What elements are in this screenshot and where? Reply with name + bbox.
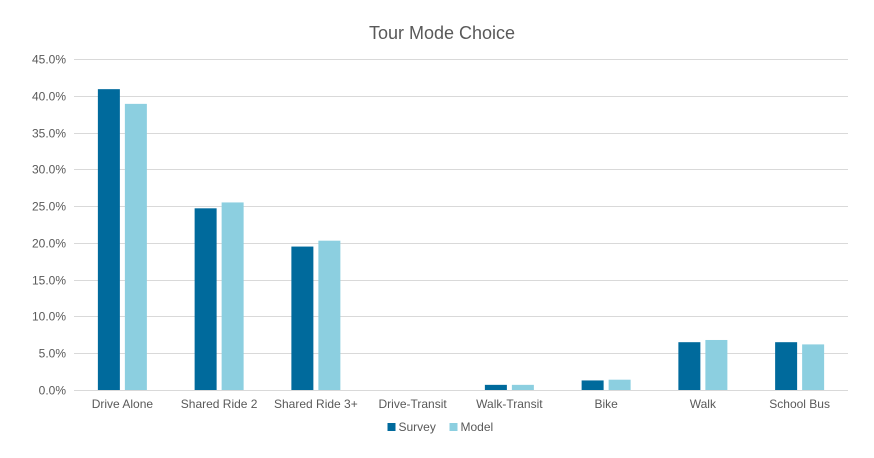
x-tick-label: School Bus [769, 397, 830, 411]
y-tick-label: 5.0% [39, 347, 67, 361]
legend-label: Survey [399, 420, 436, 434]
legend-item-model: Model [449, 420, 494, 434]
bar-survey-bike [581, 380, 604, 390]
y-tick-label: 15.0% [32, 274, 66, 288]
y-tick-label: 25.0% [32, 200, 66, 214]
x-tick-label: Walk [690, 397, 717, 411]
legend-label: Model [461, 420, 494, 434]
bar-model-shared-ride-2 [221, 202, 244, 390]
bar-survey-walk [678, 342, 701, 390]
y-tick-label: 0.0% [39, 384, 67, 398]
legend-swatch [387, 423, 396, 431]
y-tick-label: 40.0% [32, 90, 66, 104]
bar-model-bike [608, 379, 631, 390]
x-tick-label: Bike [594, 397, 618, 411]
y-tick-label: 20.0% [32, 237, 66, 251]
bar-model-walk-transit [511, 384, 534, 390]
legend-item-survey: Survey [387, 420, 436, 434]
bar-survey-school-bus [775, 342, 798, 390]
y-tick-label: 10.0% [32, 310, 66, 324]
bar-survey-drive-alone [97, 89, 120, 390]
legend-swatch [449, 423, 458, 431]
y-axis-tick-labels: 0.0% 5.0% 10.0% 15.0% 20.0% 25.0% 30.0% 35.0% 40… [32, 53, 66, 398]
bar-model-drive-alone [124, 103, 147, 390]
y-tick-label: 30.0% [32, 163, 66, 177]
bar-model-shared-ride-3- [318, 240, 341, 390]
chart-title: Tour Mode Choice [369, 23, 515, 43]
bar-model-school-bus [802, 344, 825, 390]
x-tick-label: Shared Ride 3+ [274, 397, 358, 411]
y-tick-label: 35.0% [32, 127, 66, 141]
x-tick-label: Drive-Transit [379, 397, 448, 411]
bar-survey-shared-ride-3- [291, 246, 314, 390]
y-tick-label: 45.0% [32, 53, 66, 67]
bar-survey-walk-transit [484, 384, 507, 390]
legend: Survey Model [387, 420, 494, 434]
bar-survey-shared-ride-2 [194, 208, 217, 390]
x-tick-label: Drive Alone [92, 397, 154, 411]
bar-model-walk [705, 339, 728, 390]
gridlines [74, 59, 848, 391]
x-axis-tick-labels: Drive Alone Shared Ride 2 Shared Ride 3+ Dr… [92, 397, 830, 411]
x-tick-label: Shared Ride 2 [181, 397, 258, 411]
bars [97, 89, 825, 390]
x-tick-label: Walk-Transit [476, 397, 543, 411]
